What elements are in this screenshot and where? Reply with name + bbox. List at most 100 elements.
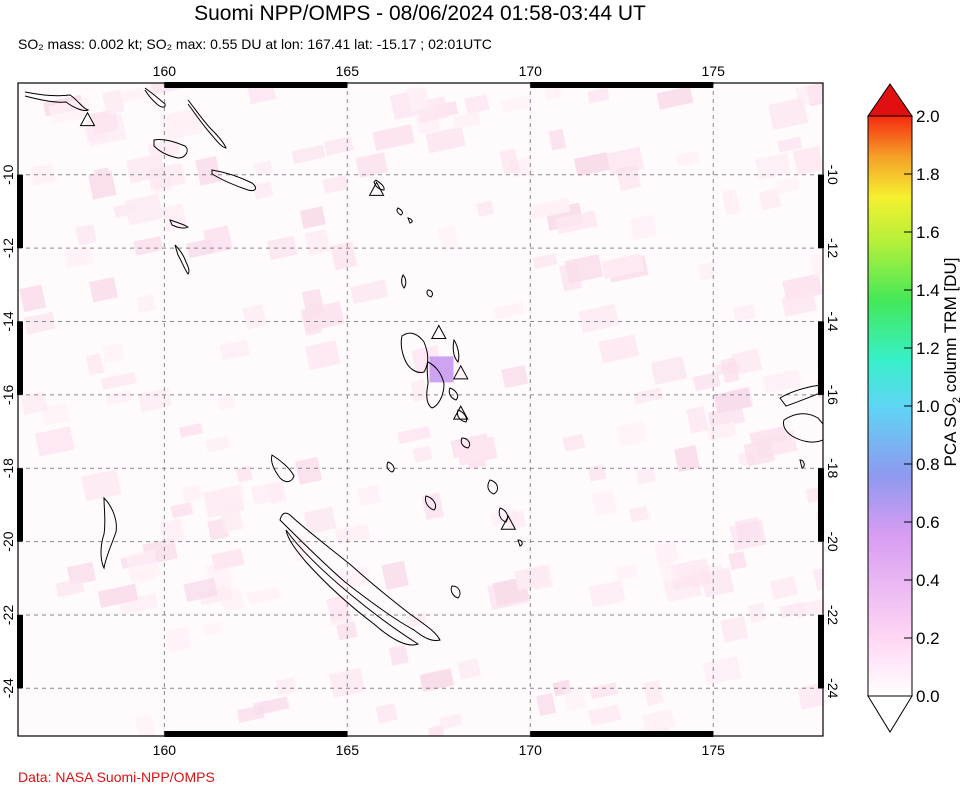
so2-pixel [615, 564, 638, 581]
so2-pixel [506, 510, 526, 530]
coastlines [24, 87, 823, 646]
so2-pixel [179, 422, 203, 438]
so2-pixel [588, 580, 626, 608]
so2-pixel [437, 225, 460, 253]
so2-pixel [86, 353, 105, 376]
so2-pixel [792, 145, 823, 176]
so2-pixel [781, 291, 817, 317]
so2-pixel [759, 188, 782, 211]
coast-efate [457, 409, 471, 449]
so2-pixel [202, 621, 224, 636]
lat-tick-label-right: -22 [825, 605, 841, 625]
so2-pixel [334, 523, 371, 545]
so2-pixel [195, 156, 222, 186]
so2-pixel [381, 560, 409, 590]
so2-pixel [247, 586, 280, 605]
lat-tick-label-right: -20 [825, 531, 841, 551]
so2-pixel [729, 520, 767, 552]
lat-tick-label-right: -10 [825, 165, 841, 185]
frame-bar-bottom [164, 731, 348, 737]
so2-pixel [728, 551, 747, 570]
so2-pixel [253, 181, 274, 200]
so2-pixel [136, 294, 157, 313]
coast-fiji-vitilevu [783, 413, 823, 443]
so2-pixel [674, 445, 701, 473]
so2-pixel [439, 713, 463, 730]
so2-pixel [97, 583, 139, 608]
colorbar-underflow-arrow [867, 695, 913, 733]
so2-pixel [795, 596, 823, 619]
coast-small-solomon [174, 244, 190, 275]
so2-pixel [161, 203, 188, 233]
so2-pixel [643, 680, 664, 706]
so2-pixel [501, 95, 534, 114]
colorbar-tick-label: 0.2 [916, 629, 940, 648]
coast-loyalty-islands [386, 461, 461, 599]
so2-pixel [55, 578, 85, 598]
so2-pixel [410, 379, 429, 402]
so2-pixel [211, 548, 245, 571]
colorbar-tick-label: 0.0 [916, 687, 940, 706]
so2-pixel [275, 677, 297, 696]
so2-pixel [425, 126, 466, 154]
frame-ticks [17, 82, 824, 737]
so2-pixel [809, 252, 823, 278]
so2-pixel [453, 111, 482, 130]
so2-pixel [628, 505, 649, 523]
so2-pixel [616, 421, 648, 447]
so2-pixel [514, 565, 549, 591]
graticule [18, 83, 823, 736]
colorbar-tick-label: 1.8 [916, 165, 940, 184]
colorbar-tick-label: 0.8 [916, 455, 940, 474]
volcano-triangle-icon [452, 364, 469, 380]
so2-pixel [656, 86, 694, 110]
lat-tick-label-left: -16 [0, 384, 16, 404]
so2-pixel [324, 136, 354, 156]
so2-pixel [633, 387, 663, 405]
so2-pixel [183, 577, 218, 603]
so2-pixel [328, 667, 366, 698]
so2-pixel [588, 464, 607, 482]
so2-pixel [242, 304, 267, 330]
so2-pixel [544, 84, 562, 101]
so2-pixel [797, 680, 823, 710]
so2-pixel [375, 703, 398, 724]
map-subtitle: SO₂ mass: 0.002 kt; SO₂ max: 0.55 DU at … [18, 36, 492, 52]
so2-pixel [601, 253, 645, 279]
so2-pixel [720, 615, 749, 643]
so2-pixel [291, 144, 326, 164]
so2-pixel [762, 369, 802, 394]
lon-tick-label-bottom: 165 [336, 742, 360, 758]
so2-pixel [775, 176, 800, 195]
so2-pixel [702, 656, 742, 686]
so2-pixel [397, 426, 431, 444]
volcano-triangle-icon [452, 405, 469, 420]
so2-pixel [102, 343, 126, 364]
so2-pixel [19, 284, 47, 312]
so2-pixel [85, 113, 127, 147]
so2-pixel [692, 372, 721, 392]
colorbar-tick-label: 1.0 [916, 397, 940, 416]
so2-pixel [501, 365, 529, 389]
so2-pixel [675, 150, 699, 167]
so2-pixel [412, 445, 433, 463]
so2-pixel [476, 200, 495, 217]
so2-pixel [641, 708, 675, 733]
coast-reef-west [100, 496, 117, 570]
coast-malekula [426, 361, 445, 409]
coast-santa-cruz [373, 179, 413, 224]
so2-pixel [20, 391, 48, 415]
coast-solomon-guadalcanal [153, 139, 188, 159]
so2-pixel [322, 175, 349, 194]
so2-pixel [654, 540, 679, 565]
lon-tick-label-top: 165 [336, 63, 360, 79]
so2-pixel [330, 241, 358, 271]
so2-pixel [355, 152, 389, 178]
so2-pixel [747, 602, 767, 623]
so2-pixel [89, 277, 119, 303]
so2-pixel [170, 502, 194, 519]
lat-tick-label-right: -14 [825, 311, 841, 331]
so2-pixel [253, 160, 274, 177]
frame-bar-right [818, 468, 824, 542]
coast-new-caledonia [279, 512, 441, 641]
